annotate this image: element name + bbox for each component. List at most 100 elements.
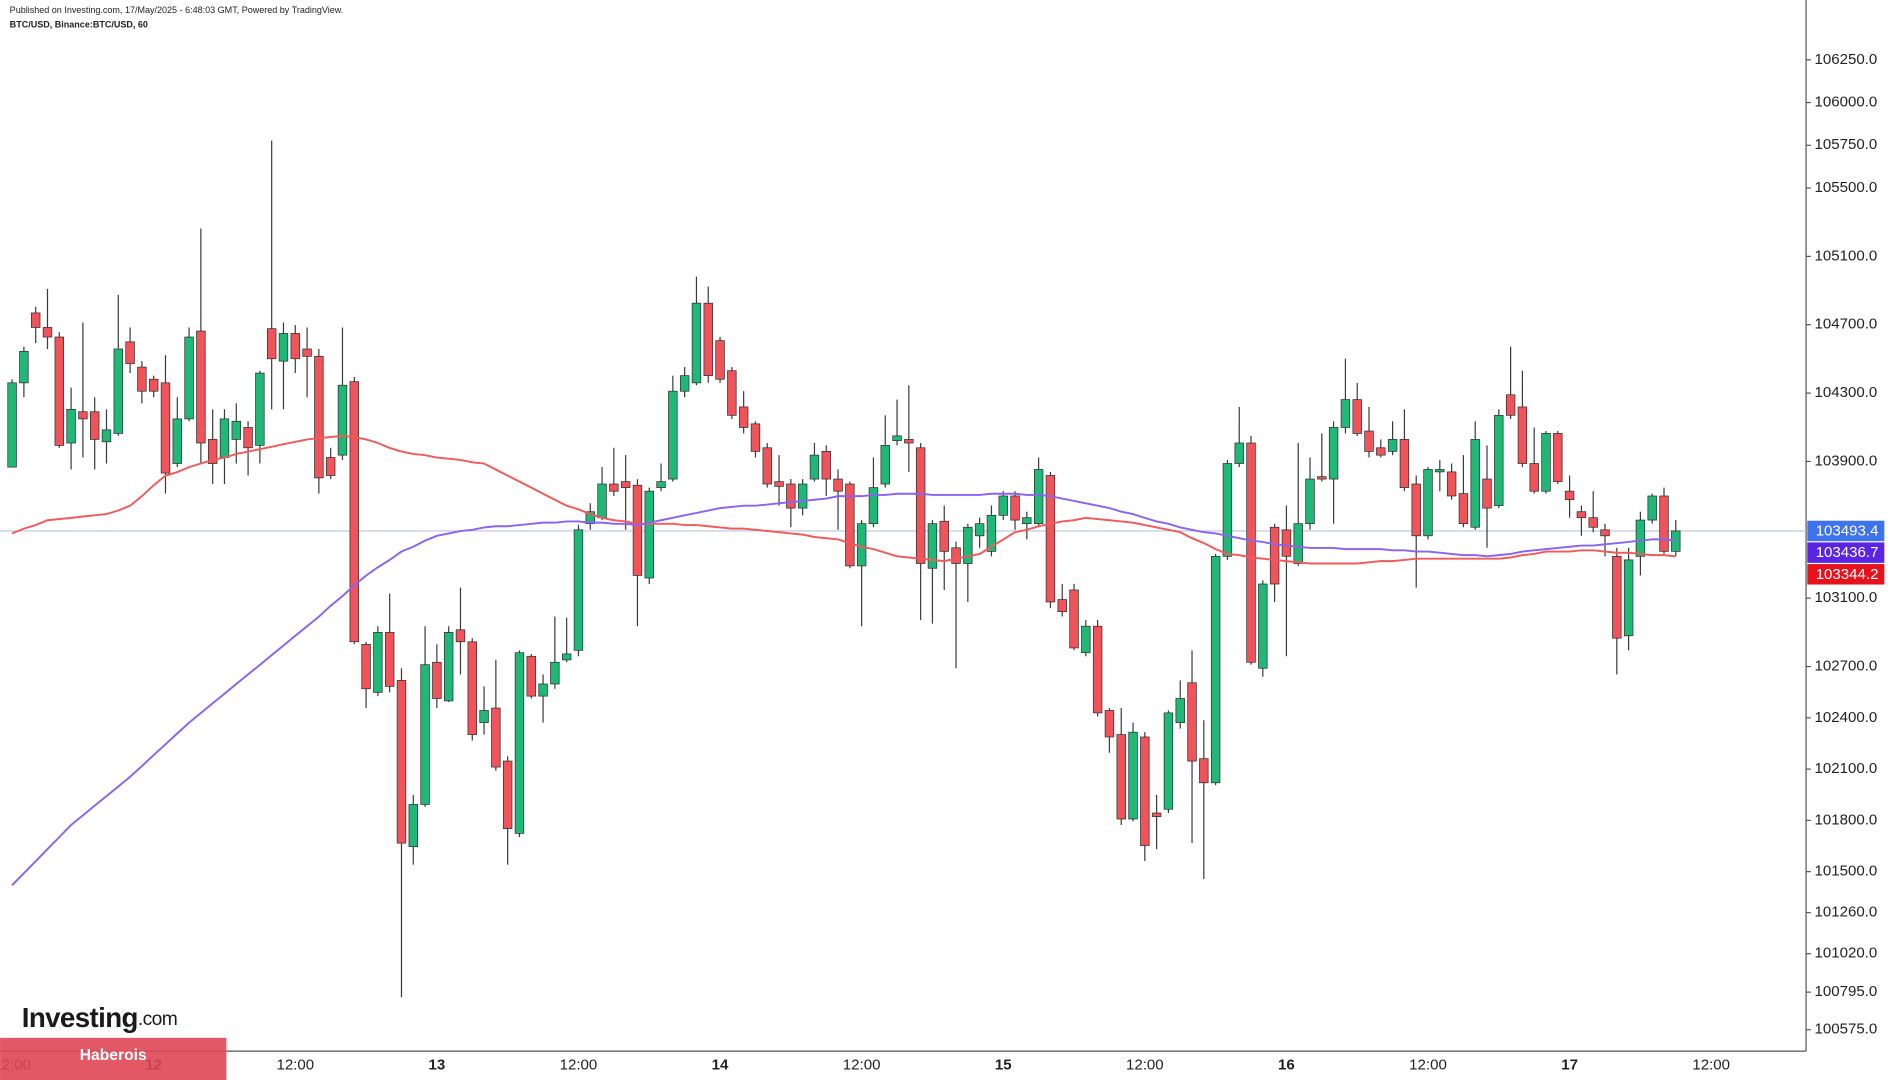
candle-body [1387, 439, 1398, 452]
candle-body [939, 520, 949, 552]
candle-body [66, 408, 76, 444]
candle-body [443, 632, 454, 702]
candle-body [1081, 625, 1091, 654]
candle-body [750, 423, 761, 452]
candle-body [137, 366, 147, 392]
x-tick-label: 12:00 [1126, 1057, 1164, 1074]
candle-body [951, 547, 961, 564]
candle-body [1446, 471, 1457, 497]
candle-body [1458, 493, 1469, 525]
candle-body [809, 454, 820, 480]
candle-body [1659, 495, 1669, 552]
candle-body [1423, 469, 1433, 537]
candle-body [243, 427, 253, 449]
candle-body [1069, 589, 1079, 649]
candle-body [1175, 698, 1185, 723]
y-tick-label: 101500.0 [1815, 863, 1878, 880]
candle-body [1505, 394, 1516, 416]
y-tick-label: 103900.0 [1815, 452, 1878, 469]
y-tick-label: 106250.0 [1815, 51, 1878, 68]
candle-body [1187, 682, 1197, 762]
candle-body [231, 420, 241, 440]
logo-suffix: .com [138, 1009, 177, 1030]
candle-body [1399, 439, 1410, 488]
price-label-box [1807, 542, 1885, 563]
y-tick-label: 102400.0 [1815, 709, 1878, 726]
candle-body [1435, 469, 1445, 473]
candle-body [302, 348, 312, 357]
candle-body [1635, 519, 1646, 557]
y-tick-label: 105100.0 [1815, 247, 1878, 264]
candle-body [998, 495, 1008, 516]
candle-body [738, 406, 749, 428]
candle-body [1494, 414, 1504, 506]
y-tick-label: 104300.0 [1815, 384, 1878, 401]
candle-body [1364, 430, 1374, 452]
candle-body [1517, 406, 1528, 464]
candle-body [986, 514, 997, 552]
x-tick-label: 16 [1278, 1057, 1295, 1074]
candle-body [1623, 559, 1634, 637]
candle-body [266, 328, 277, 360]
candle-body [1647, 495, 1657, 521]
candle-body [420, 664, 430, 805]
price-label: 103436.7 [1816, 544, 1879, 561]
candle-body [526, 655, 536, 697]
x-tick-label: 14 [712, 1057, 729, 1074]
candle-body [1234, 442, 1244, 464]
candle-body [597, 483, 607, 519]
candle-body [207, 439, 218, 464]
candle-body [349, 381, 359, 643]
candle-body [373, 632, 383, 693]
candle-body [30, 312, 41, 328]
title: BTC/USD, Binance:BTC/USD, 60 [10, 20, 148, 30]
candle-body [1258, 583, 1268, 669]
candle-body [1588, 517, 1598, 528]
candle-body [1128, 731, 1138, 820]
candle-body [880, 445, 890, 485]
x-tick-label: 12:00 [560, 1057, 598, 1074]
candle-body [1612, 555, 1622, 639]
candle-body [502, 760, 513, 829]
candle-body [644, 490, 654, 579]
candle-body [1033, 469, 1044, 525]
candle-body [762, 447, 772, 485]
candle-body [691, 302, 702, 384]
candle-body [715, 340, 725, 380]
candle-body [1553, 433, 1563, 482]
candle-body [1022, 517, 1032, 525]
plot: 106250.0 106000.0 105750.0 105500.0 105100.0… [0, 51, 1885, 1074]
candle-body [892, 435, 902, 441]
candle-body [786, 483, 796, 509]
candle-body [1281, 529, 1292, 557]
y-tick-label: 100795.0 [1815, 983, 1878, 1000]
candle-body [821, 451, 831, 480]
candle-body [160, 382, 171, 474]
candle-body [868, 487, 879, 525]
candle-body [833, 478, 843, 492]
x-tick-label: 12:00 [843, 1057, 881, 1074]
candle-body [1376, 447, 1386, 456]
candle-body [1092, 625, 1103, 714]
candle-body [290, 333, 300, 360]
x-tick-label: 12:00 [1409, 1057, 1447, 1074]
candle-body [479, 710, 489, 723]
candle-body [455, 629, 466, 643]
candle-body [1210, 555, 1221, 784]
candle-body [1269, 526, 1280, 585]
candle-body [668, 390, 678, 480]
candle-body [1199, 758, 1209, 784]
candle-body [1305, 478, 1315, 525]
candle-body [1140, 736, 1150, 846]
candle-body [963, 526, 973, 564]
y-tick-label: 103100.0 [1815, 589, 1878, 606]
candle-body [1340, 399, 1351, 428]
candle-body [361, 643, 371, 690]
candle-body [1671, 530, 1681, 552]
candle-body [113, 348, 123, 434]
candle-body [1151, 812, 1162, 817]
candle-body [325, 457, 336, 476]
candle-body [148, 378, 159, 392]
